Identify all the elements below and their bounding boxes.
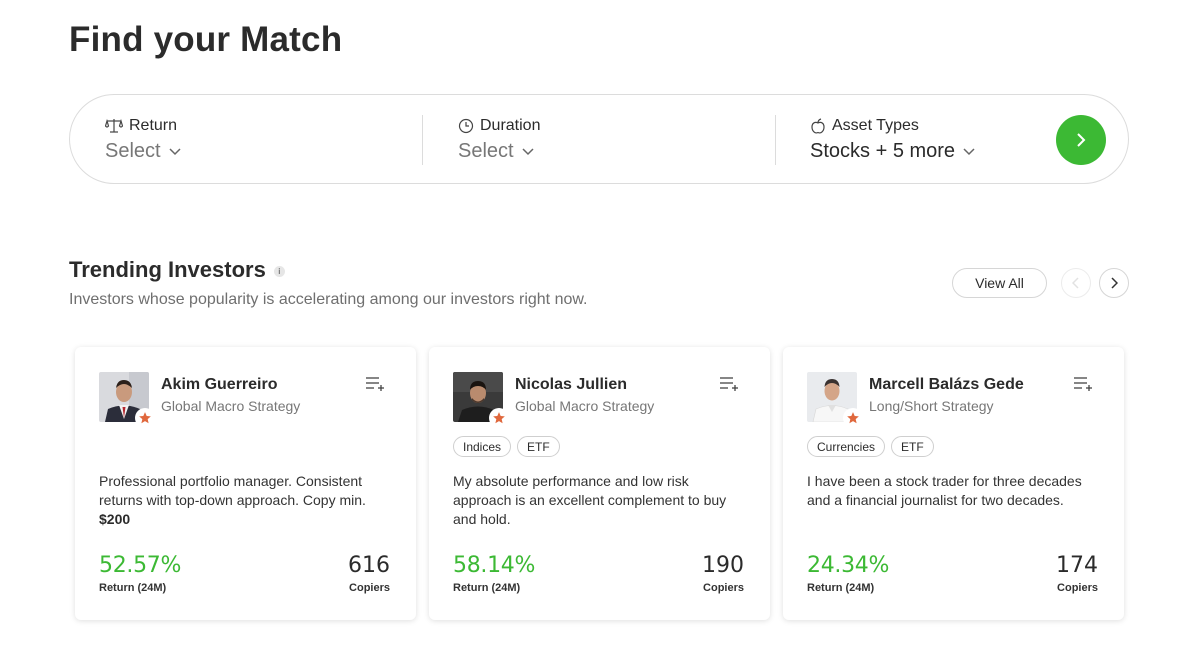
investor-card[interactable]: Nicolas Jullien Global Macro Strategy In… (429, 347, 770, 620)
investor-card[interactable]: Marcell Balázs Gede Long/Short Strategy … (783, 347, 1124, 620)
investor-strategy: Long/Short Strategy (869, 398, 994, 414)
investor-strategy: Global Macro Strategy (161, 398, 301, 414)
carousel-prev-button[interactable] (1061, 268, 1091, 298)
chevron-right-icon (1111, 277, 1118, 289)
carousel-next-button[interactable] (1099, 268, 1129, 298)
copiers-label: Copiers (1057, 582, 1098, 594)
investor-strategy: Global Macro Strategy (515, 398, 655, 414)
investor-card[interactable]: Akim Guerreiro Global Macro Strategy Pro… (75, 347, 416, 620)
page-title: Find your Match (69, 20, 343, 59)
asset-tag[interactable]: Indices (453, 436, 512, 457)
investor-avatar (99, 372, 155, 428)
return-value: 24.34% (807, 553, 890, 578)
investor-bio: I have been a stock trader for three dec… (807, 473, 1082, 508)
duration-value: Select (458, 140, 514, 162)
investor-bio: My absolute performance and low risk app… (453, 473, 727, 527)
popular-investor-star-icon (843, 408, 863, 428)
asset-tag[interactable]: ETF (891, 436, 934, 457)
duration-label: Duration (480, 117, 541, 134)
chevron-right-icon (1077, 133, 1086, 147)
popular-investor-star-icon (489, 408, 509, 428)
filter-bar: Return Select Duration Select Asset Type… (69, 94, 1129, 184)
return-filter[interactable]: Return Select (105, 115, 181, 163)
clock-icon (458, 118, 474, 134)
return-label: Return (24M) (99, 582, 167, 594)
asset-tag[interactable]: Currencies (807, 436, 886, 457)
add-to-watchlist-icon[interactable] (720, 377, 740, 396)
bio-text: Professional portfolio manager. Consiste… (99, 473, 366, 508)
trending-subtitle: Investors whose popularity is accelerati… (69, 291, 588, 308)
apple-icon (811, 117, 825, 133)
investor-avatar (807, 372, 863, 428)
person-photo (99, 372, 149, 422)
filter-divider (422, 115, 423, 165)
add-to-watchlist-icon[interactable] (1074, 377, 1094, 396)
copiers-value: 616 (348, 553, 390, 578)
investor-name[interactable]: Akim Guerreiro (161, 376, 278, 393)
copiers-label: Copiers (349, 582, 390, 594)
copiers-value: 190 (702, 553, 744, 578)
duration-filter[interactable]: Duration Select (458, 115, 540, 163)
chevron-left-icon (1072, 277, 1079, 289)
asset-types-filter[interactable]: Asset Types Stocks + 5 more (810, 115, 975, 163)
search-submit-button[interactable] (1056, 115, 1106, 165)
trending-title: Trending Investors (69, 257, 266, 282)
return-value: Select (105, 140, 161, 162)
investor-name[interactable]: Nicolas Jullien (515, 376, 628, 393)
filter-divider (775, 115, 776, 165)
investor-name[interactable]: Marcell Balázs Gede (869, 376, 1024, 393)
return-label: Return (24M) (807, 582, 875, 594)
asset-types-value: Stocks + 5 more (810, 140, 956, 162)
add-to-watchlist-icon[interactable] (366, 377, 386, 396)
bio-min-amount: $200 (99, 511, 131, 527)
asset-tags: Indices ETF (453, 436, 560, 457)
chevron-down-icon (169, 147, 181, 155)
return-label: Return (24M) (453, 582, 521, 594)
return-value: 58.14% (453, 553, 536, 578)
return-value: 52.57% (99, 553, 182, 578)
asset-types-label: Asset Types (832, 117, 919, 134)
investor-avatar (453, 372, 509, 428)
view-all-button[interactable]: View All (952, 268, 1047, 298)
trending-section-title: Trending Investors i (69, 257, 285, 283)
investor-bio: Professional portfolio manager. Consiste… (99, 472, 394, 529)
chevron-down-icon (522, 147, 534, 155)
return-label: Return (129, 117, 178, 134)
asset-tag[interactable]: ETF (517, 436, 560, 457)
copiers-value: 174 (1056, 553, 1098, 578)
info-icon[interactable]: i (273, 266, 285, 277)
chevron-down-icon (963, 147, 975, 155)
copiers-label: Copiers (703, 582, 744, 594)
scale-icon (105, 118, 123, 133)
asset-tags: Currencies ETF (807, 436, 934, 457)
popular-investor-star-icon (135, 408, 155, 428)
